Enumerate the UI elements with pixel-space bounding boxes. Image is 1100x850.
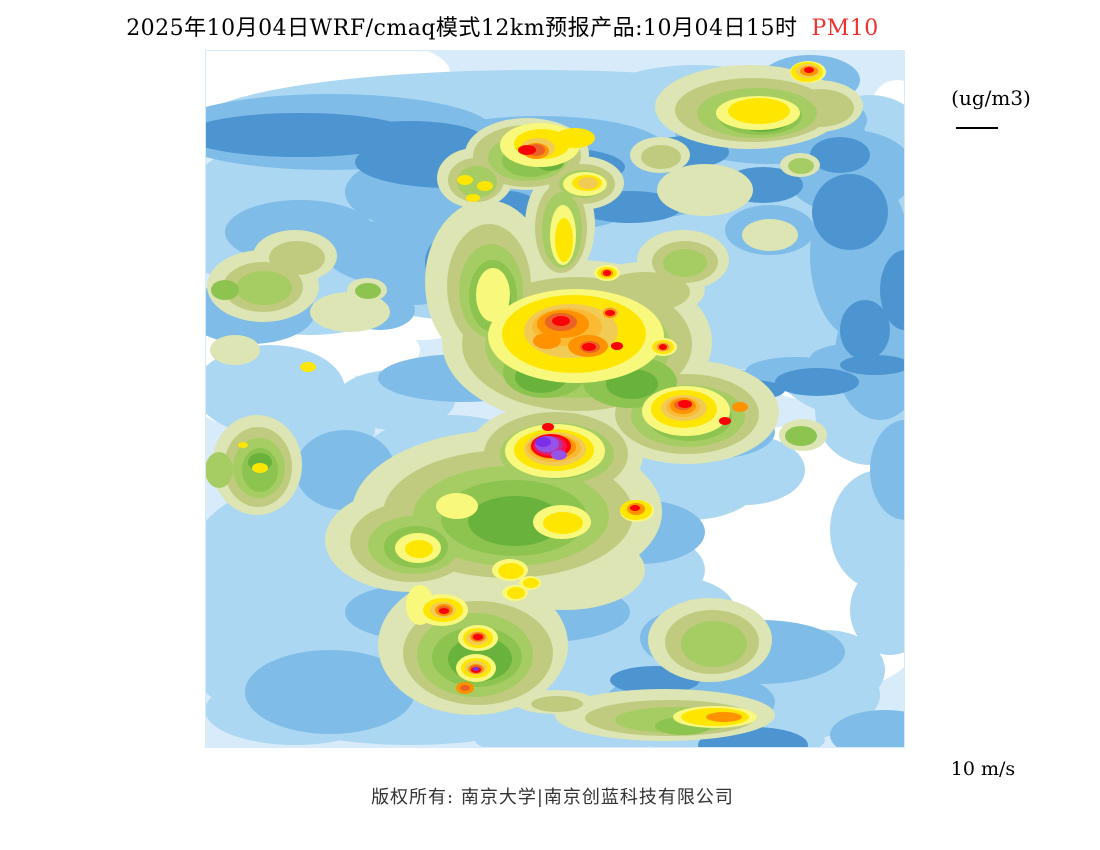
field-blob	[663, 249, 707, 277]
field-blob	[476, 268, 510, 322]
field-blob	[555, 218, 573, 262]
field-blob	[742, 219, 798, 251]
field-blob	[236, 271, 292, 305]
forecast-map	[205, 50, 905, 748]
field-blob	[659, 344, 667, 350]
page-title: 2025年10月04日WRF/cmaq模式12km预报产品:10月04日15时 P…	[0, 10, 1005, 42]
field-blob	[518, 145, 536, 155]
field-blob	[468, 496, 562, 546]
field-blob	[300, 362, 316, 372]
field-blob	[706, 712, 742, 722]
field-blob	[460, 685, 470, 691]
field-blob	[582, 343, 596, 351]
colorbar	[956, 127, 998, 129]
field-blob	[310, 324, 420, 376]
field-blob	[473, 667, 479, 671]
field-blob	[785, 426, 817, 446]
field-blob	[210, 335, 260, 365]
field-blob	[840, 355, 904, 375]
field-blob	[728, 98, 790, 124]
field-blob	[310, 292, 390, 332]
pm10-field-layer	[206, 51, 904, 747]
field-blob	[840, 300, 890, 360]
field-blob	[535, 437, 551, 447]
field-blob	[830, 710, 904, 747]
field-blob	[812, 174, 888, 250]
colorbar-unit-label: (ug/m3)	[951, 86, 1031, 110]
field-blob	[810, 137, 870, 173]
field-blob	[630, 505, 640, 511]
field-blob	[603, 270, 611, 276]
field-blob	[457, 175, 473, 185]
wind-reference-label: 10 m/s	[950, 758, 1016, 780]
field-blob	[498, 563, 524, 579]
field-blob	[245, 650, 415, 734]
field-blob	[507, 587, 525, 599]
field-blob	[466, 194, 480, 202]
field-blob	[552, 316, 570, 326]
field-blob	[405, 540, 433, 558]
field-blob	[775, 368, 859, 396]
field-blob	[436, 493, 478, 519]
field-blob	[578, 177, 598, 189]
field-blob	[705, 245, 825, 315]
field-blob	[238, 442, 248, 448]
field-blob	[211, 280, 239, 300]
title-pollutant: PM10	[811, 16, 879, 41]
title-main: 2025年10月04日WRF/cmaq模式12km预报产品:10月04日15时	[126, 16, 798, 41]
copyright-text: 版权所有: 南京大学|南京创蓝科技有限公司	[371, 787, 734, 808]
field-blob	[681, 621, 747, 667]
field-blob	[555, 128, 595, 148]
field-blob	[477, 181, 493, 191]
field-blob	[206, 452, 233, 488]
field-blob	[439, 608, 449, 614]
field-blob	[788, 158, 814, 174]
field-blob	[551, 450, 567, 460]
field-blob	[252, 463, 268, 473]
field-blob	[542, 423, 554, 431]
field-blob	[269, 241, 325, 275]
wind-reference-arrow-icon	[940, 736, 1032, 758]
field-blob	[850, 565, 904, 655]
field-blob	[641, 145, 681, 169]
field-blob	[473, 634, 483, 640]
field-blob	[355, 283, 381, 299]
field-blob	[543, 512, 583, 534]
field-blob	[880, 250, 904, 330]
field-blob	[870, 420, 904, 520]
field-blob	[732, 402, 748, 412]
field-blob	[533, 333, 561, 349]
field-blob	[523, 578, 539, 588]
field-blob	[719, 417, 731, 425]
field-blob	[657, 164, 753, 216]
field-blob	[206, 540, 285, 620]
field-blob	[678, 400, 692, 408]
field-blob	[804, 67, 814, 73]
field-blob	[605, 310, 615, 316]
field-blob	[335, 121, 485, 159]
field-blob	[531, 696, 583, 712]
field-blob	[611, 342, 623, 350]
